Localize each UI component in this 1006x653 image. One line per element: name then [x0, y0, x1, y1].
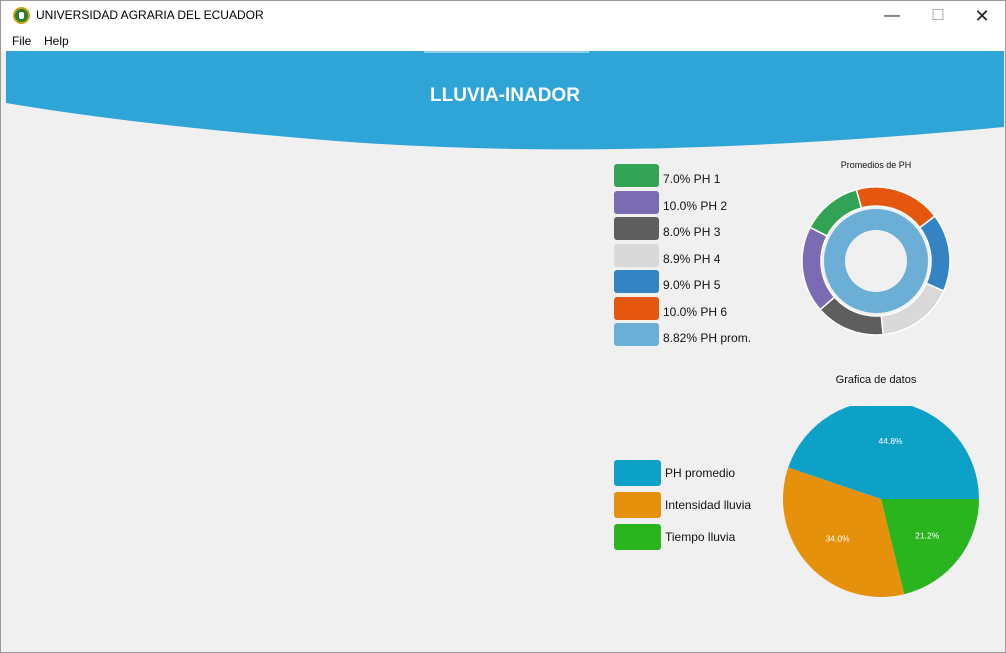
legend-label: 10.0% PH 2: [663, 198, 728, 213]
pie-slice-intensidad-lluvia: [783, 467, 905, 597]
pie-value-label-intensidad-lluvia: 34.0%: [826, 534, 851, 544]
legend-swatch: [614, 460, 661, 486]
header-banner: [6, 51, 1004, 150]
legend-label: Tiempo lluvia: [665, 530, 736, 544]
donut-hole: [845, 230, 907, 292]
window-title: UNIVERSIDAD AGRARIA DEL ECUADOR: [36, 8, 264, 22]
close-button[interactable]: ✕: [974, 6, 990, 26]
ph-legend: 7.0% PH 1 10.0% PH 2 8.0% PH 3 8.9% PH 4 9.0…: [614, 164, 764, 348]
legend-swatch: [614, 217, 659, 240]
data-chart-title: Grafica de datos: [835, 374, 917, 386]
pie-value-label-ph-promedio: 44.8%: [879, 436, 904, 446]
app-title: LLUVIA-INADOR: [430, 85, 580, 106]
title-bar: UNIVERSIDAD AGRARIA DEL ECUADOR — ☐ ✕: [1, 1, 1005, 31]
maximize-button[interactable]: ☐: [931, 7, 945, 24]
legend-label: Intensidad lluvia: [665, 498, 752, 512]
legend-swatch: [614, 296, 659, 320]
pie-slice-ph-promedio: [788, 406, 979, 499]
legend-label: 8.0% PH 3: [663, 225, 721, 239]
legend-label: 7.0% PH 1: [663, 172, 721, 186]
menu-help[interactable]: Help: [44, 34, 69, 48]
data-legend: PH promedio Intensidad lluvia Tiempo lluvi…: [614, 460, 764, 552]
ph-chart-title: Promedios de PH: [840, 160, 912, 170]
legend-swatch: [614, 492, 661, 518]
donut-slice-ph-2: [801, 226, 836, 311]
legend-swatch: [614, 524, 661, 550]
legend-label: PH promedio: [665, 466, 736, 480]
university-logo-icon: [13, 7, 30, 24]
legend-swatch: [614, 164, 659, 187]
minimize-button[interactable]: —: [884, 7, 900, 24]
legend-swatch: [614, 190, 659, 214]
pie-value-label-tiempo-lluvia: 21.2%: [915, 530, 940, 540]
pie-slice-tiempo-lluvia: [881, 499, 979, 595]
data-pie-chart: 21.2% 34.0% 44.8%: [783, 406, 979, 597]
legend-swatch: [614, 323, 659, 346]
ph-donut-chart: [801, 186, 951, 336]
main-panel: LLUVIA-INADOR 7.0% PH 1 10.0% PH 2 8.0% PH…: [6, 51, 1004, 652]
legend-swatch: [614, 243, 659, 267]
legend-label: 9.0% PH 5: [663, 278, 721, 292]
legend-label: 10.0% PH 6: [663, 304, 728, 319]
legend-swatch: [614, 270, 659, 293]
menu-bar: File Help: [1, 31, 1005, 51]
legend-label: 8.82% PH prom.: [663, 331, 752, 345]
legend-label: 8.9% PH 4: [663, 251, 721, 266]
menu-file[interactable]: File: [12, 34, 32, 48]
